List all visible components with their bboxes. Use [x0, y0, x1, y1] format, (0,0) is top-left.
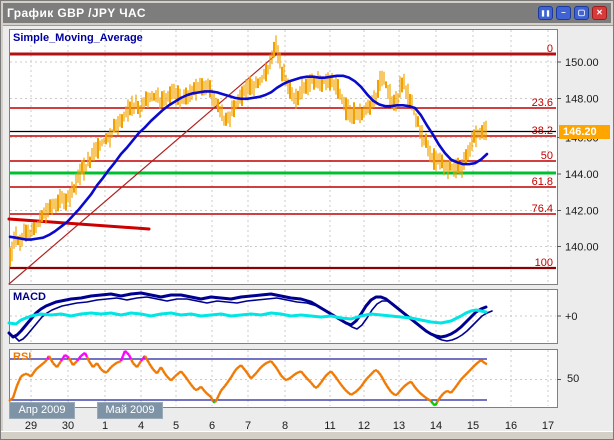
macd-zero-label: +0 [565, 311, 578, 323]
main-chart-panel[interactable] [9, 29, 558, 285]
restore-icon: ▢ [577, 8, 586, 17]
macd-panel[interactable] [9, 289, 558, 344]
close-icon: ✕ [596, 8, 603, 17]
current-price-badge: 146.20 [559, 125, 610, 139]
rsi-indicator-label: RSI [13, 351, 32, 363]
minimize-icon: – [561, 8, 566, 17]
rsi-mid-label: 50 [567, 373, 580, 385]
month-badge-may: Май 2009 [97, 402, 163, 419]
minimize-button[interactable]: – [556, 6, 571, 20]
pause-button[interactable]: ❚❚ [538, 6, 553, 20]
restore-button[interactable]: ▢ [574, 6, 589, 20]
close-button[interactable]: ✕ [592, 6, 607, 20]
pause-icon: ❚❚ [540, 11, 551, 17]
window-title: График GBP /JPY ЧАС [7, 6, 146, 20]
month-badge-april: Апр 2009 [9, 402, 75, 419]
window-buttons: ❚❚ – ▢ ✕ [538, 6, 607, 20]
macd-indicator-label: MACD [13, 291, 46, 303]
sma-indicator-label: Simple_Moving_Average [13, 32, 143, 44]
title-bar[interactable]: График GBP /JPY ЧАС ❚❚ – ▢ ✕ [3, 3, 611, 23]
window-bottom-frame [1, 431, 613, 439]
rsi-panel[interactable] [9, 349, 558, 408]
